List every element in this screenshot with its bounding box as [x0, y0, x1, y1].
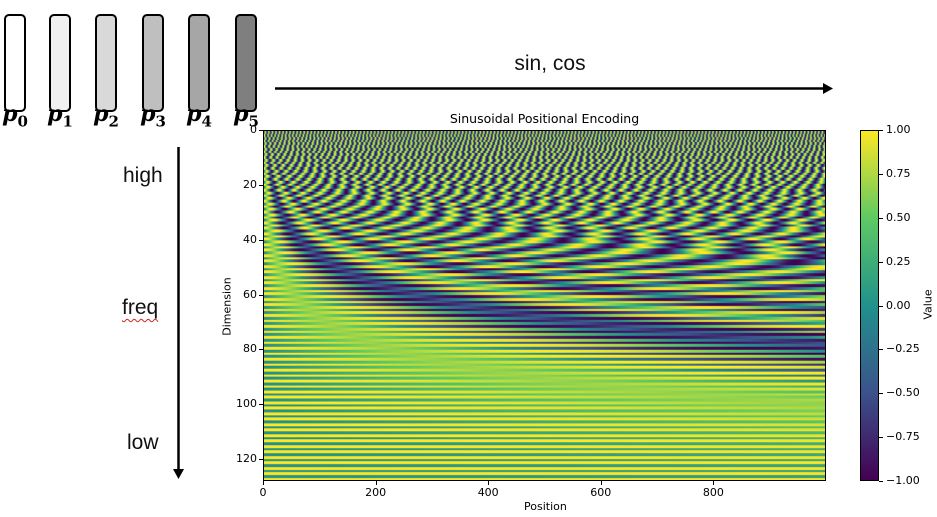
vertical-arrow — [173, 147, 184, 479]
colorbar-tick-mark — [879, 481, 883, 482]
y-tick-label: 0 — [250, 123, 257, 136]
sin-cos-label: sin, cos — [514, 52, 586, 75]
token-box — [49, 14, 71, 112]
x-tick-label: 400 — [477, 486, 499, 499]
token-label: p0 — [2, 101, 28, 131]
colorbar-tick-label: 0.25 — [886, 254, 911, 268]
colorbar-tick-label: 0.75 — [886, 166, 911, 180]
y-axis-label: Dimension — [220, 277, 234, 336]
y-tick-label: 40 — [243, 232, 257, 246]
y-tick-mark — [259, 130, 263, 131]
chart-title: Sinusoidal Positional Encoding — [449, 111, 640, 126]
token-label: p2 — [93, 101, 119, 131]
y-tick-label: 60 — [243, 287, 257, 301]
colorbar-tick-mark — [879, 437, 883, 439]
colorbar-tick-label: 0.00 — [886, 298, 911, 312]
colorbar-tick-mark — [879, 349, 883, 351]
x-tick-label: 0 — [259, 486, 267, 499]
x-tick-mark — [488, 481, 490, 485]
x-tick-label: 200 — [365, 486, 387, 499]
y-tick-mark — [259, 184, 263, 186]
x-tick-label: 800 — [702, 486, 724, 499]
freq-high-label: high — [123, 164, 163, 187]
x-axis-label: Position — [524, 500, 567, 513]
colorbar-tick-mark — [879, 217, 883, 219]
colorbar-label: Value — [921, 289, 935, 320]
y-tick-mark — [259, 239, 263, 241]
token-box — [235, 14, 257, 112]
x-tick-mark — [263, 481, 264, 485]
y-tick-label: 20 — [243, 177, 257, 191]
colorbar-tick-label: 1.00 — [886, 123, 911, 136]
y-tick-mark — [259, 294, 263, 296]
colorbar-tick-mark — [879, 393, 883, 395]
heatmap-plot — [263, 130, 826, 481]
colorbar-tick-label: −1.00 — [886, 474, 920, 487]
freq-label: freq — [122, 296, 159, 319]
y-tick-label: 80 — [243, 342, 257, 356]
colorbar-tick-label: −0.25 — [886, 342, 920, 356]
token-box — [188, 14, 210, 112]
y-tick-label: 100 — [236, 397, 257, 411]
colorbar-tick-mark — [879, 130, 883, 131]
x-tick-mark — [375, 481, 377, 485]
colorbar-tick-label: −0.50 — [886, 386, 920, 400]
token-label: p5 — [233, 101, 259, 131]
token-box — [142, 14, 164, 112]
token-label: p1 — [47, 101, 73, 131]
freq-low-label: low — [127, 431, 159, 454]
colorbar-tick-mark — [879, 305, 883, 307]
token-label: p3 — [140, 101, 166, 131]
token-label: p4 — [186, 101, 212, 131]
y-tick-mark — [259, 459, 263, 461]
token-box — [4, 14, 26, 112]
colorbar-tick-mark — [879, 173, 883, 175]
y-tick-mark — [259, 404, 263, 406]
colorbar-tick-label: 0.50 — [886, 210, 911, 224]
x-tick-mark — [600, 481, 602, 485]
colorbar-tick-mark — [879, 261, 883, 263]
colorbar — [860, 130, 879, 481]
horizontal-arrow — [275, 83, 833, 94]
token-box — [95, 14, 117, 112]
y-tick-label: 120 — [236, 452, 257, 466]
colorbar-tick-label: −0.75 — [886, 430, 920, 444]
y-tick-mark — [259, 349, 263, 351]
x-tick-mark — [713, 481, 715, 485]
x-tick-label: 600 — [590, 486, 612, 499]
